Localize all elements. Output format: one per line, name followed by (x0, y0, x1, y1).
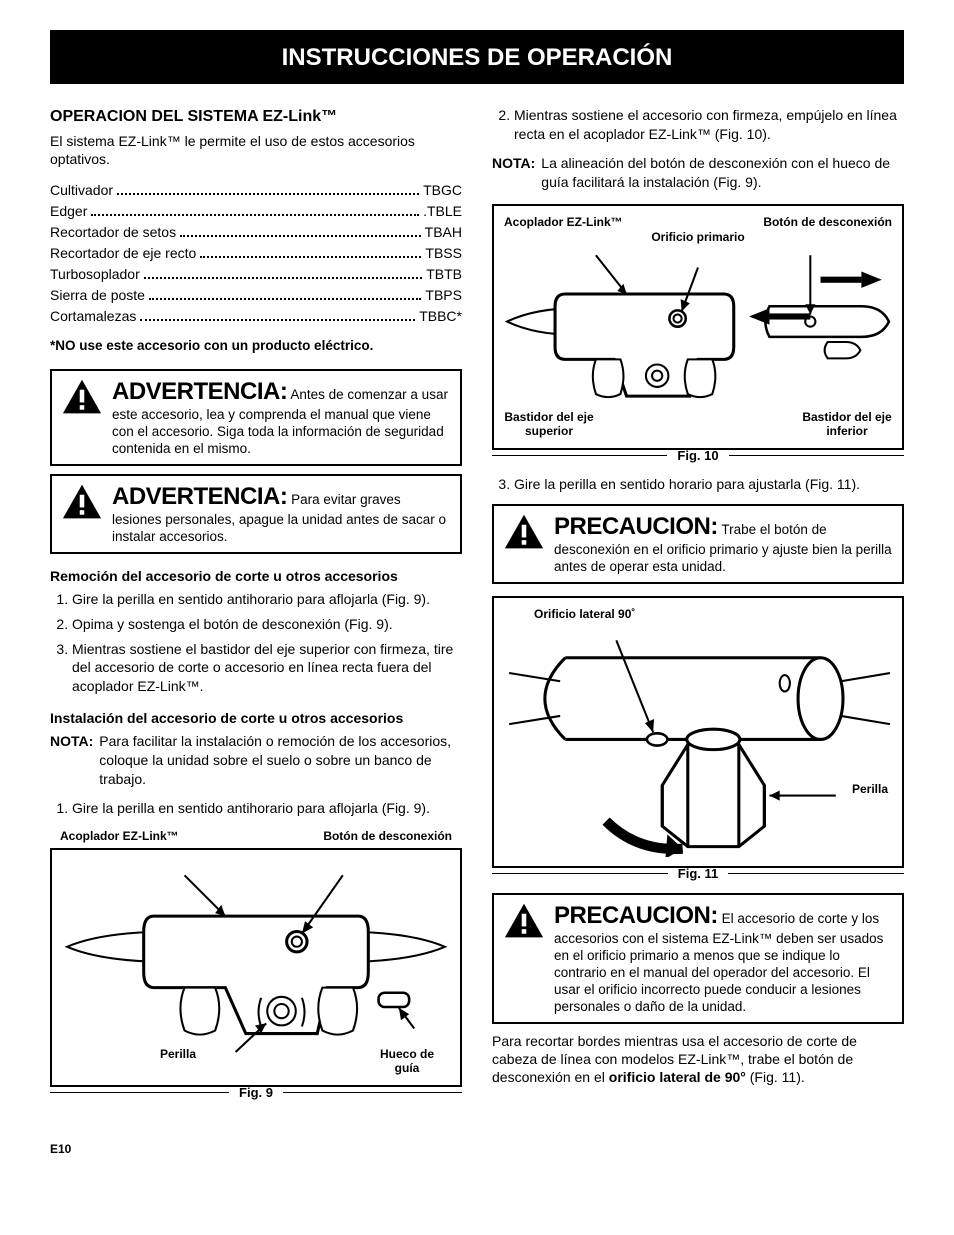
accessory-label: Sierra de poste (50, 287, 145, 303)
accessory-label: Cortamalezas (50, 308, 136, 324)
nota-label: NOTA: (50, 732, 93, 789)
page-number: E10 (50, 1142, 904, 1156)
fig10-lbl-acoplador: Acoplador EZ-Link™ (504, 216, 623, 230)
warning-icon (60, 482, 104, 546)
fig11-frame: Orificio lateral 90˚ (492, 596, 904, 868)
figure-10: Acoplador EZ-Link™ Botón de desconexión … (492, 204, 904, 464)
accessory-label: Recortador de eje recto (50, 245, 196, 261)
nota-row: NOTA: La alineación del botón de descone… (492, 154, 904, 192)
warning-box-1: ADVERTENCIA: Antes de comenzar a usar es… (50, 369, 462, 466)
instalacion-heading: Instalación del accesorio de corte u otr… (50, 710, 462, 726)
fig9-lbl-hueco: Hueco de guía (372, 1048, 442, 1076)
nota-label: NOTA: (492, 154, 535, 192)
fig10-lbl-orificio: Orificio primario (504, 231, 892, 245)
fig9-frame: Perilla Hueco de guía (50, 848, 462, 1088)
accessory-code: TBTB (426, 266, 462, 282)
remocion-steps: Gire la perilla en sentido antihorario p… (50, 590, 462, 696)
fig10-lbl-bast-inf: Bastidor del eje inferior (802, 411, 892, 439)
caution-box-1: PRECAUCION: Trabe el botón de desconexió… (492, 504, 904, 584)
remocion-heading: Remoción del accesorio de corte u otros … (50, 568, 462, 584)
warning-icon (502, 901, 546, 1015)
fig9-caption: Fig. 9 (239, 1085, 273, 1100)
accessory-row: Cultivador TBGC (50, 182, 462, 198)
step2-list: Mientras sostiene el accesorio con firme… (492, 106, 904, 144)
step-item: Mientras sostiene el accesorio con firme… (514, 106, 904, 144)
step-item: Gire la perilla en sentido horario para … (514, 475, 904, 494)
accessory-label: Recortador de setos (50, 224, 176, 240)
page: INSTRUCCIONES DE OPERACIÓN OPERACION DEL… (0, 0, 954, 1186)
accessory-list: Cultivador TBGC Edger .TBLE Recortador de se… (50, 182, 462, 324)
step-item: Gire la perilla en sentido antihorario p… (72, 590, 462, 609)
warning-text: ADVERTENCIA: Antes de comenzar a usar es… (112, 377, 452, 458)
fig9-lbl-acoplador: Acoplador EZ-Link™ (60, 830, 179, 844)
accessory-label: Cultivador (50, 182, 113, 198)
nota-row: NOTA: Para facilitar la instalación o re… (50, 732, 462, 789)
fig9-svg (62, 860, 450, 1064)
accessory-code: TBGC (423, 182, 462, 198)
step-item: Opima y sostenga el botón de desconexión… (72, 615, 462, 634)
caution-word: PRECAUCION: (554, 902, 718, 929)
warning-box-2: ADVERTENCIA: Para evitar graves lesiones… (50, 474, 462, 554)
accessory-code: TBAH (425, 224, 462, 240)
closing-bold: orificio lateral de 90° (609, 1069, 746, 1085)
nota-text: Para facilitar la instalación o remoción… (99, 732, 462, 789)
left-column: OPERACION DEL SISTEMA EZ-Link™ El sistem… (50, 102, 462, 1112)
columns: OPERACION DEL SISTEMA EZ-Link™ El sistem… (50, 102, 904, 1112)
fig10-frame: Acoplador EZ-Link™ Botón de desconexión … (492, 204, 904, 451)
accessory-code: .TBLE (423, 203, 462, 219)
accessory-row: Edger .TBLE (50, 203, 462, 219)
nota-text: La alineación del botón de desconexión c… (541, 154, 904, 192)
star-note: *NO use este accesorio con un producto e… (50, 338, 462, 353)
warning-word: ADVERTENCIA: (112, 378, 287, 405)
fig11-lbl-orificio: Orificio lateral 90˚ (504, 608, 892, 622)
closing-paragraph: Para recortar bordes mientras usa el acc… (492, 1032, 904, 1087)
step3-list: Gire la perilla en sentido horario para … (492, 475, 904, 494)
warning-word: ADVERTENCIA: (112, 483, 287, 510)
warning-icon (502, 512, 546, 576)
accessory-row: Sierra de poste TBPS (50, 287, 462, 303)
intro-text: El sistema EZ-Link™ le permite el uso de… (50, 132, 462, 168)
step-item: Mientras sostiene el bastidor del eje su… (72, 640, 462, 697)
accessory-row: Recortador de eje recto TBSS (50, 245, 462, 261)
accessory-label: Turbosoplador (50, 266, 140, 282)
caution-text: PRECAUCION: Trabe el botón de desconexió… (554, 512, 894, 576)
fig10-svg (504, 245, 892, 419)
fig10-caption: Fig. 10 (677, 448, 718, 463)
figure-11: Orificio lateral 90˚ (492, 596, 904, 881)
caution-word: PRECAUCION: (554, 513, 718, 540)
caution-text: PRECAUCION: El accesorio de corte y los … (554, 901, 894, 1015)
accessory-row: Recortador de setos TBAH (50, 224, 462, 240)
instalacion-steps: Gire la perilla en sentido antihorario p… (50, 799, 462, 818)
caution-box-2: PRECAUCION: El accesorio de corte y los … (492, 893, 904, 1023)
accessory-row: Cortamalezas TBBC* (50, 308, 462, 324)
closing-post: (Fig. 11). (746, 1069, 805, 1085)
section-heading: OPERACION DEL SISTEMA EZ-Link™ (50, 108, 462, 126)
step-item: Gire la perilla en sentido antihorario p… (72, 799, 462, 818)
accessory-code: TBSS (425, 245, 462, 261)
fig10-lbl-bast-sup: Bastidor del eje superior (504, 411, 594, 439)
accessory-label: Edger (50, 203, 87, 219)
main-title: INSTRUCCIONES DE OPERACIÓN (50, 30, 904, 84)
fig9-lbl-boton: Botón de desconexión (323, 830, 452, 844)
figure-9: Acoplador EZ-Link™ Botón de desconexión (50, 830, 462, 1101)
warning-icon (60, 377, 104, 458)
accessory-row: Turbosoplador TBTB (50, 266, 462, 282)
accessory-code: TBBC* (419, 308, 462, 324)
warning-text: ADVERTENCIA: Para evitar graves lesiones… (112, 482, 452, 546)
fig11-caption: Fig. 11 (678, 866, 718, 881)
right-column: Mientras sostiene el accesorio con firme… (492, 102, 904, 1112)
fig9-lbl-perilla: Perilla (160, 1048, 196, 1076)
fig10-lbl-boton: Botón de desconexión (763, 216, 892, 230)
accessory-code: TBPS (425, 287, 462, 303)
